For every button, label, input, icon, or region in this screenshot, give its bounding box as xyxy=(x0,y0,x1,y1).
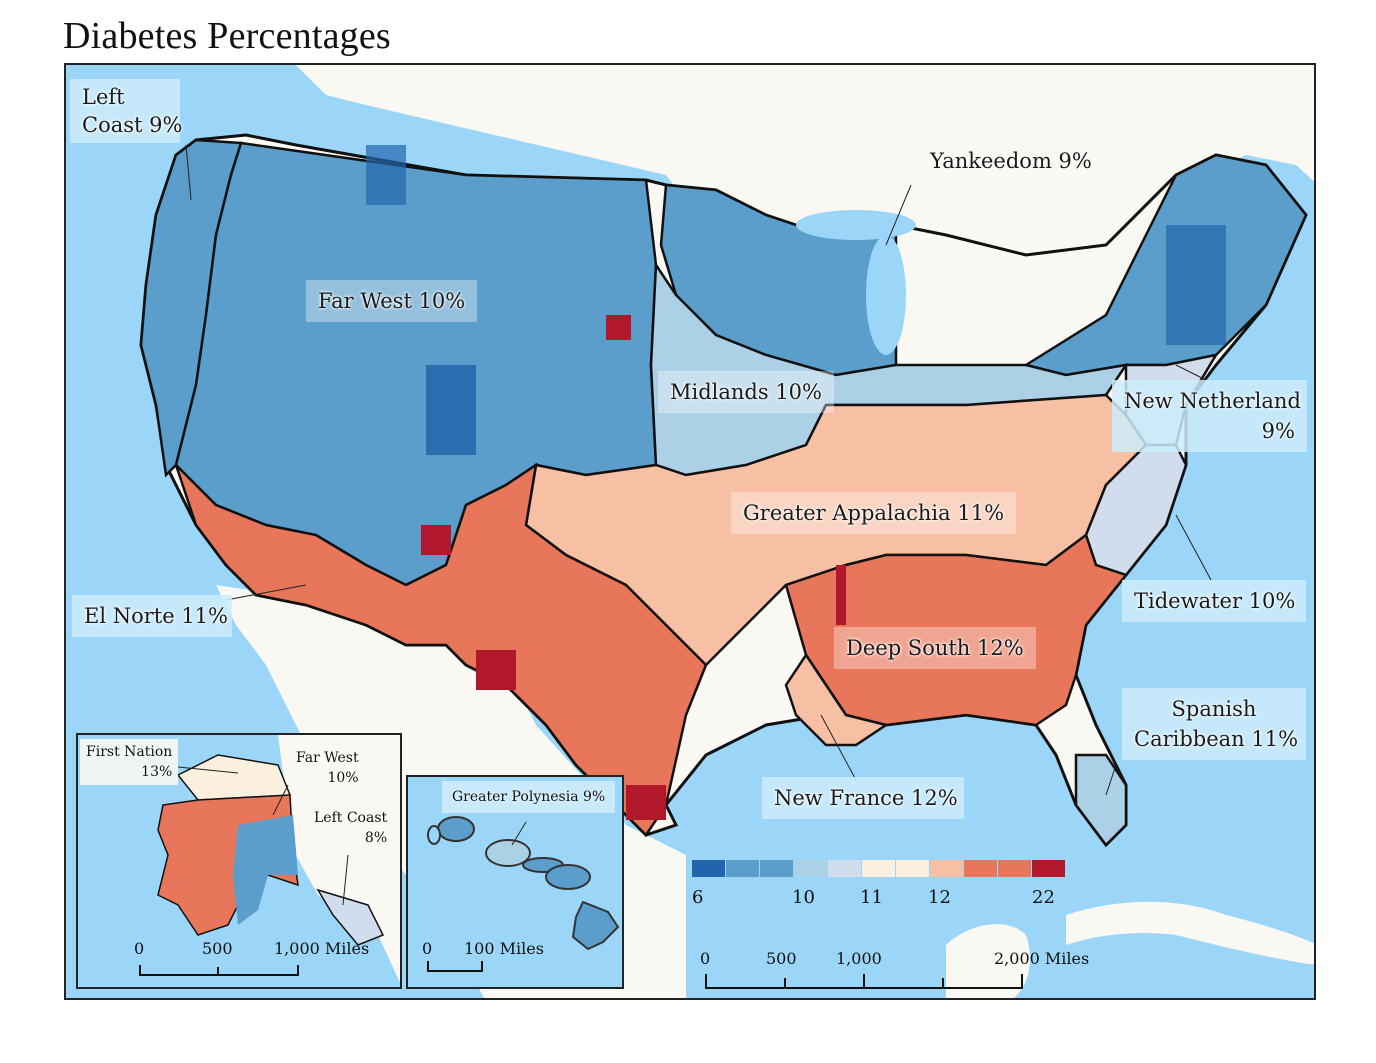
region-new-france xyxy=(784,652,890,747)
alaska-label-left-coast: Left Coast 8% xyxy=(308,805,394,851)
label-new-france: New France 12% xyxy=(762,777,964,819)
hotspot-ms xyxy=(836,565,846,625)
legend-label-10: 10 xyxy=(792,887,815,908)
label-spanish-caribbean: Spanish Caribbean 11% xyxy=(1122,688,1306,760)
darkblue-co xyxy=(426,365,476,455)
alaska-first-nation xyxy=(176,754,292,801)
hotspot-nm xyxy=(421,525,451,555)
alaska-scale-500: 500 xyxy=(202,939,233,958)
lake-michigan xyxy=(866,235,906,355)
label-greater-appalachia: Greater Appalachia 11% xyxy=(731,492,1017,534)
color-legend xyxy=(692,860,1066,877)
legend-swatch xyxy=(760,860,793,877)
legend-swatch xyxy=(998,860,1031,877)
legend-swatch xyxy=(692,860,725,877)
hotspot-sd xyxy=(606,315,631,340)
alaska-scale-1000: 1,000 Miles xyxy=(274,939,370,958)
hawaii-scale-0: 0 xyxy=(422,939,433,958)
label-tidewater: Tidewater 10% xyxy=(1122,580,1306,622)
legend-swatch xyxy=(896,860,929,877)
alaska-blue xyxy=(233,815,298,925)
hotspot-tx-south xyxy=(626,785,666,820)
label-deep-south: Deep South 12% xyxy=(834,627,1036,669)
alaska-southeast xyxy=(316,888,385,946)
scale-500: 500 xyxy=(766,949,797,968)
legend-swatch xyxy=(726,860,759,877)
label-left-coast: Left Coast 9% xyxy=(70,79,182,143)
scale-0: 0 xyxy=(700,949,711,968)
alaska-label-far-west: Far West 10% xyxy=(290,745,365,791)
legend-swatch xyxy=(964,860,997,877)
legend-label-11: 11 xyxy=(860,887,883,908)
alaska-inset: First Nation 13% Far West 10% Left Coast 8%… xyxy=(76,733,402,989)
alaska-scale-0: 0 xyxy=(134,939,145,958)
hotspot-tx-border xyxy=(476,650,516,690)
legend-swatch xyxy=(862,860,895,877)
legend-label-22: 22 xyxy=(1032,887,1055,908)
hawaii-label: Greater Polynesia 9% xyxy=(442,781,616,813)
hawaii-scale-100: 100 Miles xyxy=(464,939,544,958)
darkblue-ne xyxy=(1166,225,1226,345)
yucatan-land xyxy=(946,924,1030,998)
legend-swatch xyxy=(794,860,827,877)
label-yankeedom: Yankeedom 9% xyxy=(918,140,1104,182)
scale-2000: 2,000 Miles xyxy=(994,949,1090,968)
legend-swatch xyxy=(1032,860,1065,877)
legend-swatch xyxy=(828,860,861,877)
cuba-land xyxy=(1066,901,1314,965)
map-title: Diabetes Percentages xyxy=(63,15,391,57)
alaska-label-first-nation: First Nation 13% xyxy=(80,739,179,785)
hawaii-inset: Greater Polynesia 9% 0 100 Miles xyxy=(406,775,624,989)
region-el-norte xyxy=(174,462,708,837)
legend-label-12: 12 xyxy=(928,887,951,908)
region-spanish-caribbean xyxy=(1074,753,1128,847)
us-map xyxy=(139,65,1314,998)
map-frame: Left Coast 9% Far West 10% Yankeedom 9% M… xyxy=(64,63,1316,1000)
legend-label-6: 6 xyxy=(692,887,704,908)
lake-superior xyxy=(796,210,916,240)
scale-bar xyxy=(705,974,1023,989)
darkblue-mt xyxy=(366,145,406,205)
label-new-netherland: New Netherland 9% xyxy=(1112,380,1307,452)
label-midlands: Midlands 10% xyxy=(658,371,834,413)
legend-swatch xyxy=(930,860,963,877)
scale-1000: 1,000 xyxy=(836,949,882,968)
label-far-west: Far West 10% xyxy=(306,280,478,322)
label-el-norte: El Norte 11% xyxy=(72,595,232,637)
